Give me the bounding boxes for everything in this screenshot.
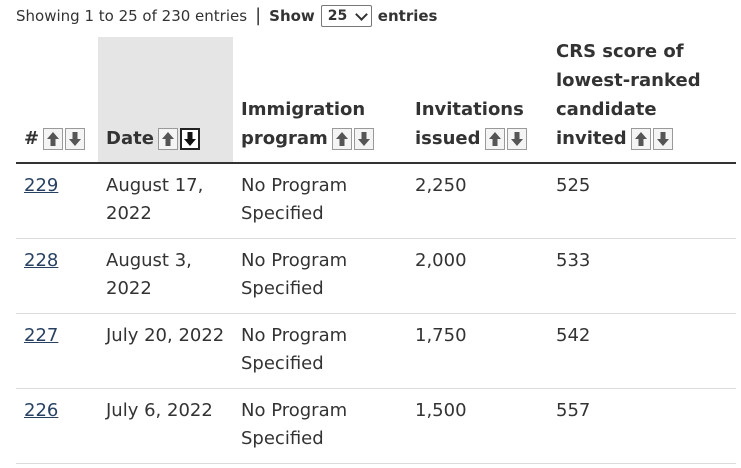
cell-number: 229 [16, 163, 98, 239]
separator: | [255, 5, 262, 26]
cell-number: 227 [16, 313, 98, 389]
sort-ascending-button[interactable] [43, 128, 64, 150]
sort-controls [331, 128, 374, 150]
show-label: Show [269, 7, 315, 25]
sort-ascending-button[interactable] [331, 128, 352, 150]
column-header-date: Date [98, 37, 233, 164]
cell-date: August 17, 2022 [98, 163, 233, 239]
draw-number-link[interactable]: 227 [24, 325, 59, 346]
sort-descending-button[interactable] [65, 128, 86, 150]
table-row: 226 July 6, 2022 No Program Specified 1,5… [16, 388, 736, 464]
cell-date: August 3, 2022 [98, 238, 233, 314]
cell-invitations: 1,500 [407, 388, 548, 464]
draws-table: # Date Immigration program Invitations i… [16, 37, 736, 464]
entries-summary: Showing 1 to 25 of 230 entries [16, 7, 248, 25]
column-header-crs: CRS score of lowest-ranked candidate inv… [548, 37, 736, 164]
entries-label: entries [377, 7, 438, 25]
cell-invitations: 2,250 [407, 163, 548, 239]
arrow-up-icon [634, 132, 647, 146]
table-row: 228 August 3, 2022 No Program Specified 2,… [16, 238, 736, 314]
cell-date: July 20, 2022 [98, 313, 233, 389]
cell-number: 226 [16, 388, 98, 464]
sort-controls [157, 128, 200, 150]
sort-ascending-button[interactable] [630, 128, 651, 150]
cell-crs: 533 [548, 238, 736, 314]
arrow-down-icon [656, 132, 669, 146]
cell-crs: 525 [548, 163, 736, 239]
cell-crs: 542 [548, 313, 736, 389]
cell-program: No Program Specified [233, 163, 407, 239]
cell-date: July 6, 2022 [98, 388, 233, 464]
cell-invitations: 1,750 [407, 313, 548, 389]
arrow-up-icon [47, 132, 60, 146]
sort-controls [484, 128, 527, 150]
table-header-row: # Date Immigration program Invitations i… [16, 37, 736, 164]
column-header-number: # [16, 37, 98, 164]
column-header-program: Immigration program [233, 37, 407, 164]
draw-number-link[interactable]: 226 [24, 400, 59, 421]
arrow-down-icon [510, 132, 523, 146]
cell-number: 228 [16, 238, 98, 314]
cell-program: No Program Specified [233, 313, 407, 389]
cell-program: No Program Specified [233, 388, 407, 464]
draw-number-link[interactable]: 228 [24, 250, 59, 271]
page-size-value: 25 [327, 8, 348, 24]
table-summary-bar: Showing 1 to 25 of 230 entries | Show 25… [16, 5, 437, 27]
sort-controls [43, 128, 86, 150]
arrow-up-icon [335, 132, 348, 146]
arrow-up-icon [161, 132, 174, 146]
cell-program: No Program Specified [233, 238, 407, 314]
table-row: 229 August 17, 2022 No Program Specified 2… [16, 163, 736, 239]
arrow-down-icon [357, 132, 370, 146]
sort-descending-button[interactable] [506, 128, 527, 150]
cell-crs: 557 [548, 388, 736, 464]
table-row: 227 July 20, 2022 No Program Specified 1,… [16, 313, 736, 389]
page-size-select[interactable]: 25 [320, 5, 372, 27]
sort-controls [630, 128, 673, 150]
sort-descending-button[interactable] [652, 128, 673, 150]
sort-ascending-button[interactable] [157, 128, 178, 150]
sort-ascending-button[interactable] [484, 128, 505, 150]
column-header-invitations: Invitations issued [407, 37, 548, 164]
draw-number-link[interactable]: 229 [24, 175, 59, 196]
arrow-down-icon [69, 132, 82, 146]
sort-descending-button[interactable] [353, 128, 374, 150]
arrow-up-icon [488, 132, 501, 146]
cell-invitations: 2,000 [407, 238, 548, 314]
chevron-down-icon [354, 7, 368, 21]
sort-descending-button[interactable] [179, 128, 200, 150]
arrow-down-icon [183, 132, 196, 146]
